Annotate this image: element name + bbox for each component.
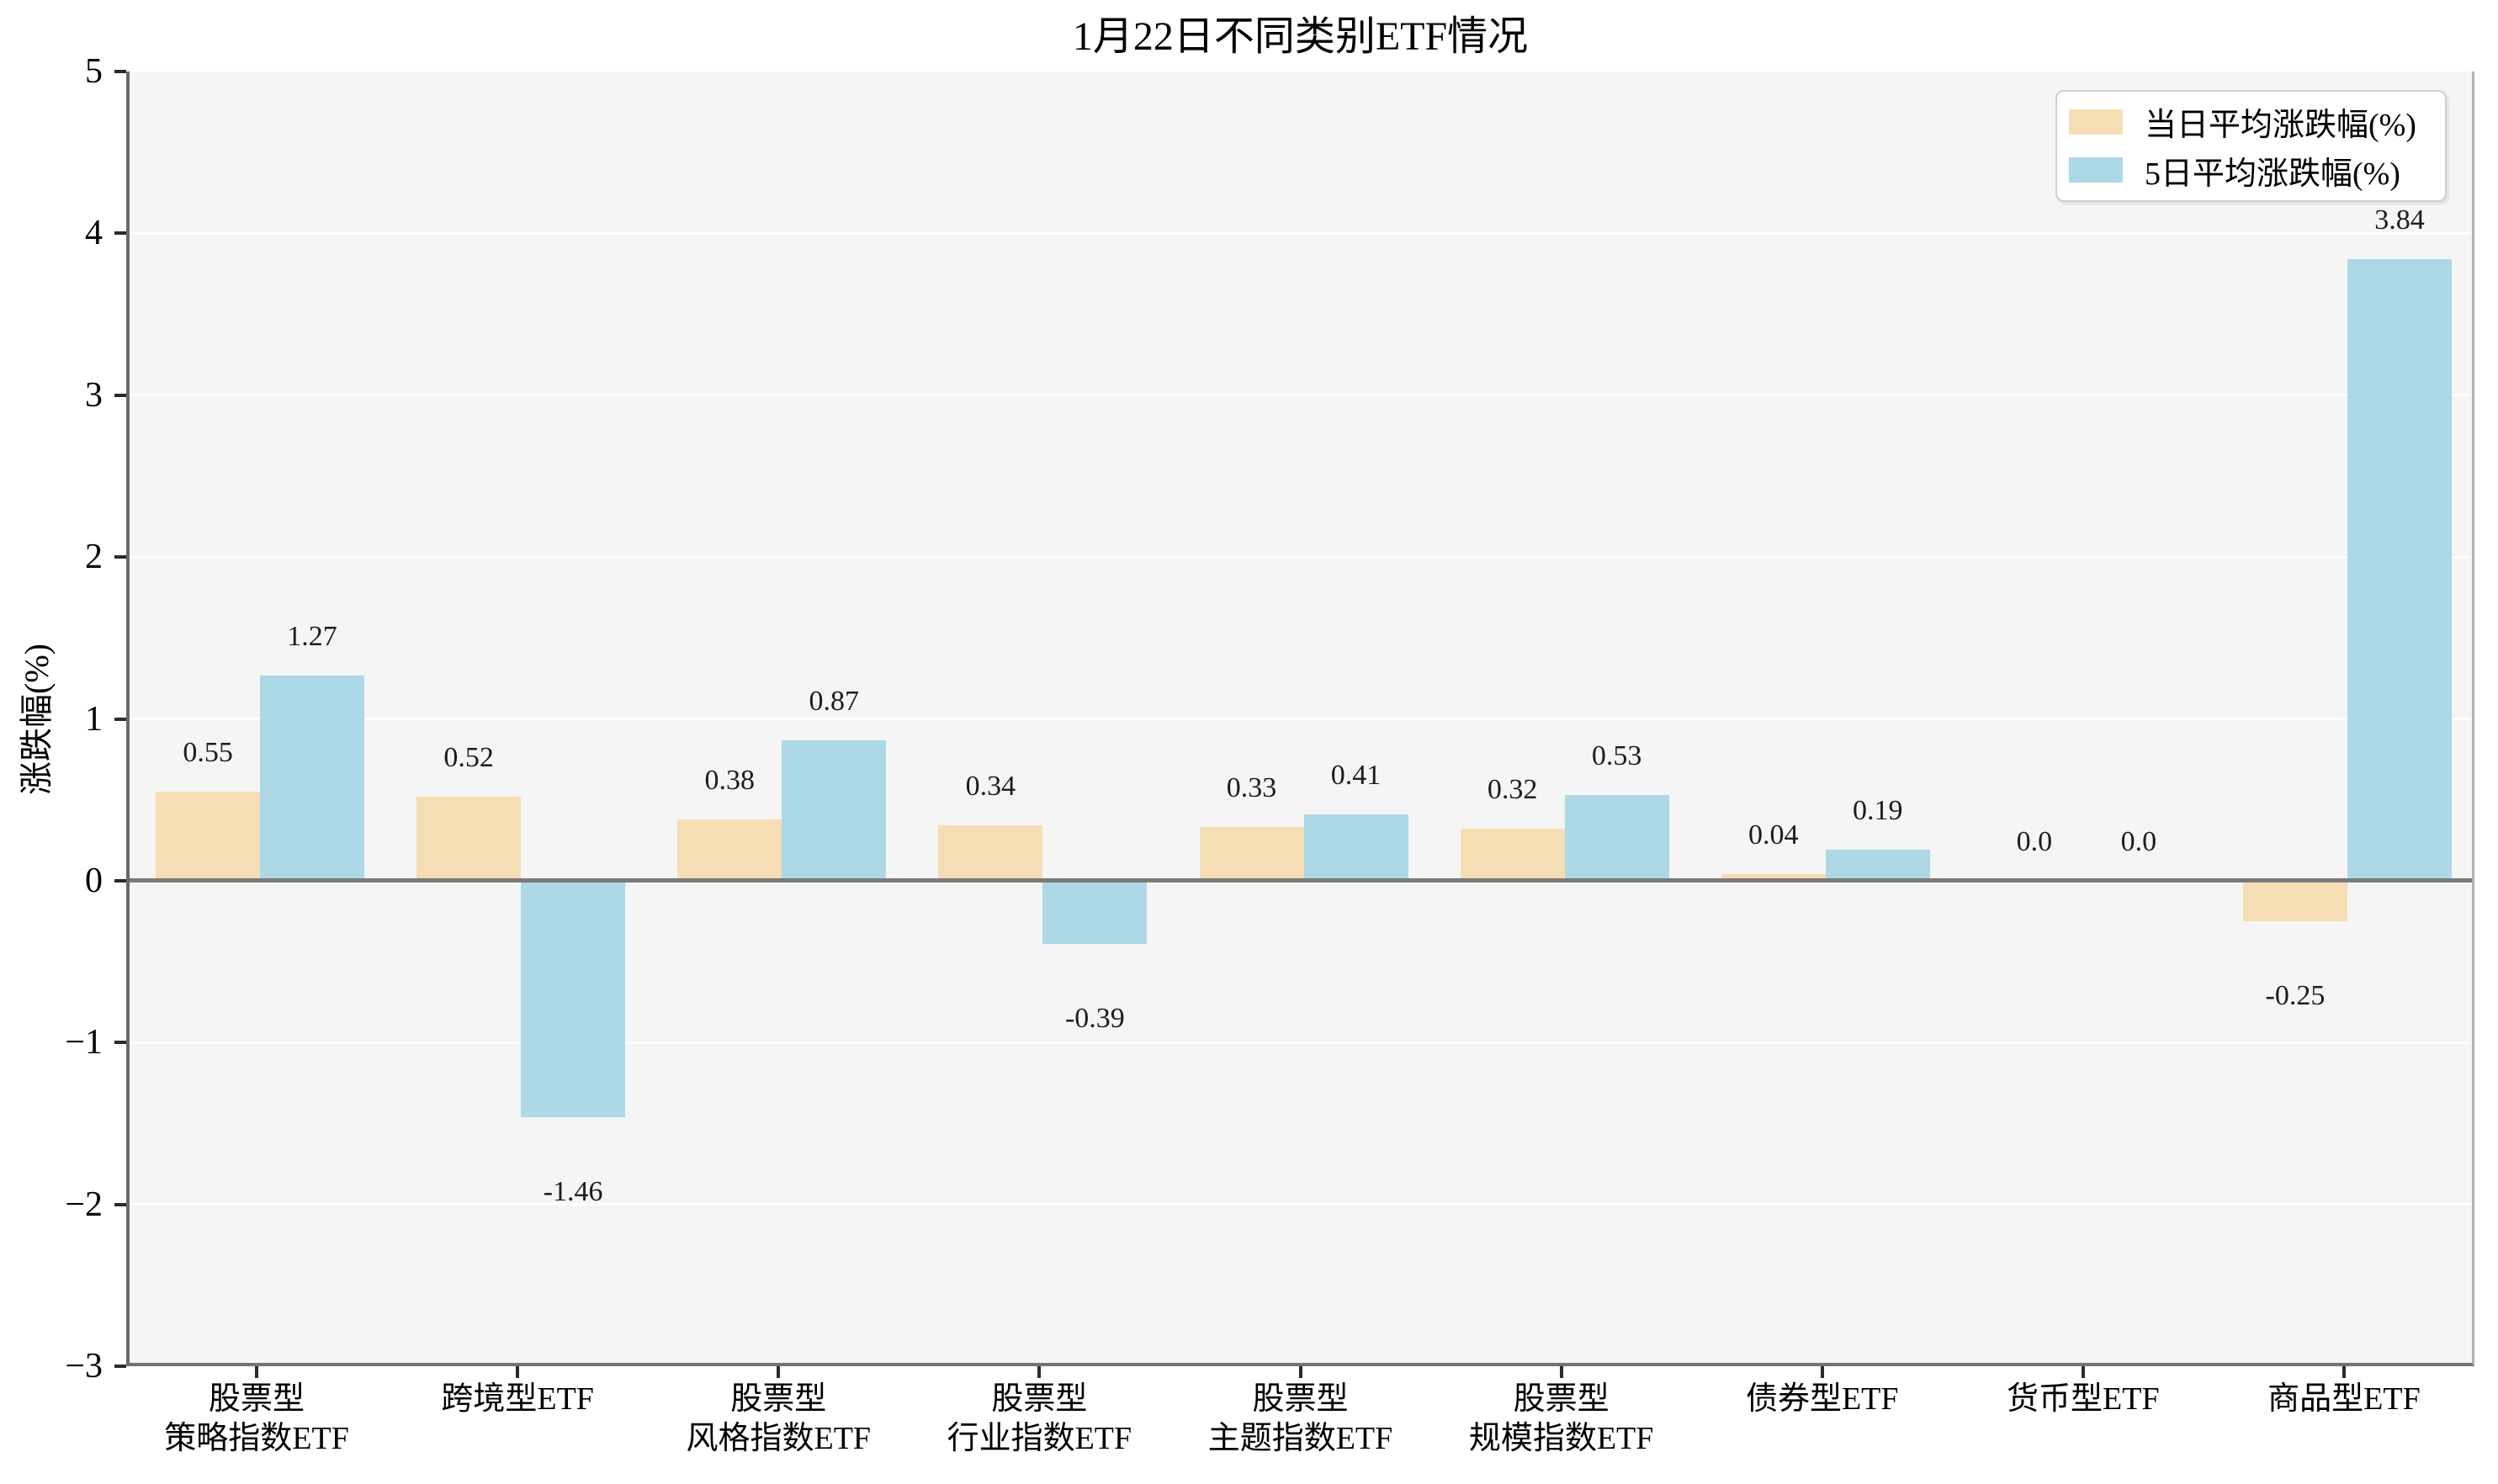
- bar-daily-4: [1199, 827, 1304, 881]
- y-tick-label--1: −1: [65, 1023, 103, 1063]
- zero-line: [130, 878, 2472, 883]
- y-tick-label-1: 1: [85, 699, 103, 739]
- x-tick-label-4: 股票型 主题指数ETF: [1207, 1381, 1393, 1456]
- bar-label-daily-8: -0.25: [2265, 979, 2326, 1011]
- bar-daily-6: [1721, 874, 1826, 881]
- x-tick-label-7: 货币型ETF: [2007, 1381, 2160, 1417]
- y-tick-label--3: −3: [65, 1347, 103, 1386]
- bar-label-5day-2: 0.87: [809, 685, 860, 717]
- bar-label-5day-5: 0.53: [1591, 739, 1642, 771]
- bar-label-daily-6: 0.04: [1748, 819, 1799, 851]
- x-tick-3: [1037, 1366, 1042, 1378]
- legend-swatch-5day: [2069, 157, 2123, 183]
- plot-area: 0.55 0.52 0.38 0.34 0.33 0.32 0.04 0.0 -0.25 1.27…: [126, 72, 2474, 1366]
- y-tick-label-4: 4: [85, 214, 103, 253]
- bar-label-daily-0: 0.55: [183, 737, 233, 769]
- y-tick--1: [114, 1041, 126, 1045]
- y-tick-0: [114, 878, 126, 882]
- legend-swatch-daily: [2069, 109, 2123, 135]
- y-tick-5: [114, 70, 126, 73]
- bar-label-daily-2: 0.38: [704, 764, 756, 796]
- x-tick-label-1: 跨境型ETF: [441, 1381, 594, 1417]
- y-tick-label-5: 5: [85, 52, 103, 91]
- x-tick-label-6: 债券型ETF: [1745, 1381, 1899, 1417]
- x-tick-1: [516, 1366, 520, 1378]
- bar-daily-8: [2242, 880, 2347, 921]
- y-tick-label-2: 2: [85, 538, 103, 577]
- legend-label-5day: 5日平均涨跌幅(%): [2145, 156, 2400, 192]
- gridline-y-2: [130, 1203, 2472, 1206]
- bar-daily-1: [416, 796, 522, 881]
- bar-daily-0: [156, 792, 261, 881]
- bar-label-daily-5: 0.32: [1487, 774, 1538, 806]
- gridline-y2: [130, 555, 2472, 559]
- x-tick-0: [255, 1366, 259, 1378]
- y-tick-4: [114, 231, 126, 236]
- bar-label-5day-1: -1.46: [543, 1175, 603, 1207]
- bar-label-daily-7: 0.0: [2016, 825, 2053, 857]
- bar-5day-8: [2347, 259, 2452, 881]
- bar-label-daily-4: 0.33: [1226, 772, 1277, 804]
- y-tick-2: [114, 555, 126, 559]
- x-tick-label-5: 股票型 规模指数ETF: [1468, 1381, 1654, 1456]
- x-tick-8: [2342, 1366, 2346, 1378]
- bar-5day-2: [782, 739, 887, 881]
- x-tick-label-2: 股票型 风格指数ETF: [686, 1381, 872, 1456]
- x-tick-label-0: 股票型 策略指数ETF: [164, 1381, 349, 1456]
- x-tick-label-3: 股票型 行业指数ETF: [947, 1381, 1132, 1456]
- y-tick-label--2: −2: [65, 1185, 103, 1224]
- bar-label-daily-1: 0.52: [443, 741, 494, 773]
- gridline-y-1: [130, 1041, 2472, 1044]
- bar-5day-3: [1042, 880, 1148, 944]
- gridline-y4: [130, 231, 2472, 235]
- legend-item-daily: 当日平均涨跌幅(%): [2057, 98, 2445, 145]
- x-tick-5: [1559, 1366, 1563, 1378]
- bar-daily-3: [938, 825, 1043, 881]
- x-tick-7: [2081, 1366, 2085, 1378]
- bar-label-5day-8: 3.84: [2374, 204, 2425, 236]
- bar-label-5day-7: 0.0: [2120, 825, 2157, 857]
- x-tick-6: [1820, 1366, 1824, 1378]
- y-tick-1: [114, 717, 126, 721]
- gridline-y1: [130, 718, 2472, 720]
- x-tick-4: [1298, 1366, 1302, 1378]
- bar-label-5day-6: 0.19: [1852, 795, 1903, 827]
- gridline-y3: [130, 394, 2472, 397]
- bar-label-5day-3: -0.39: [1064, 1002, 1125, 1034]
- x-tick-2: [777, 1366, 781, 1378]
- y-tick--2: [114, 1202, 126, 1206]
- legend: 当日平均涨跌幅(%) 5日平均涨跌幅(%): [2055, 90, 2447, 202]
- y-tick--3: [114, 1365, 126, 1368]
- y-tick-3: [114, 393, 126, 397]
- bar-daily-2: [677, 819, 782, 881]
- bar-daily-5: [1460, 829, 1565, 881]
- x-tick-label-8: 商品型ETF: [2267, 1381, 2421, 1417]
- bar-label-5day-0: 1.27: [287, 620, 337, 652]
- y-tick-label-0: 0: [85, 861, 103, 900]
- bar-5day-5: [1564, 794, 1669, 881]
- bar-label-daily-3: 0.34: [965, 771, 1016, 803]
- bar-5day-6: [1825, 850, 1930, 881]
- legend-label-daily: 当日平均涨跌幅(%): [2145, 108, 2416, 144]
- chart-title: 1月22日不同类别ETF情况: [1072, 14, 1529, 59]
- bar-5day-0: [260, 675, 365, 881]
- bar-5day-4: [1303, 814, 1408, 881]
- bar-5day-1: [521, 880, 626, 1117]
- bar-label-5day-4: 0.41: [1330, 760, 1382, 791]
- y-tick-label-3: 3: [85, 375, 103, 415]
- legend-item-5day: 5日平均涨跌幅(%): [2057, 147, 2445, 193]
